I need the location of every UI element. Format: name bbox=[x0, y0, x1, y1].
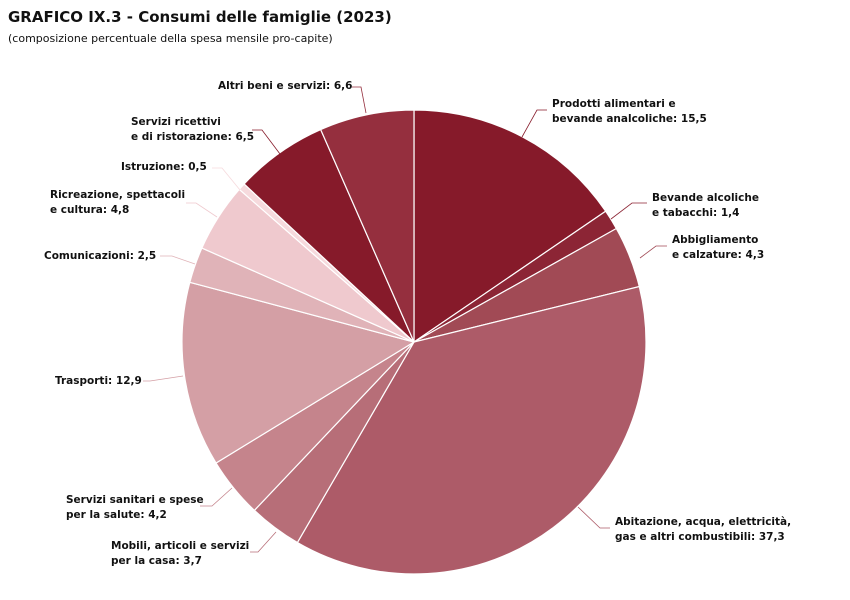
slice-label: Istruzione: 0,5 bbox=[121, 161, 207, 173]
leader-line bbox=[212, 167, 241, 191]
leader-line bbox=[250, 531, 277, 553]
leader-line bbox=[160, 255, 196, 265]
slice-label: Servizi sanitari e spese per la salute: … bbox=[66, 494, 204, 521]
leader-line bbox=[186, 202, 218, 218]
slice-label: Ricreazione, spettacoli e cultura: 4,8 bbox=[50, 189, 186, 216]
leader-line bbox=[577, 506, 610, 529]
leader-line bbox=[143, 375, 184, 382]
chart-subtitle: (composizione percentuale della spesa me… bbox=[8, 32, 333, 45]
slice-label: Abbigliamento e calzature: 4,3 bbox=[672, 234, 765, 261]
leader-line bbox=[252, 129, 281, 155]
leader-line bbox=[610, 202, 647, 220]
slice-label: Trasporti: 12,9 bbox=[55, 375, 142, 387]
pie-slice bbox=[181, 281, 416, 464]
leader-line bbox=[200, 487, 233, 507]
slice-label: Prodotti alimentari e bevande analcolich… bbox=[552, 98, 707, 125]
slice-label: Altri beni e servizi: 6,6 bbox=[218, 80, 353, 92]
slice-label: Mobili, articoli e servizi per la casa: … bbox=[111, 540, 250, 567]
chart-title: GRAFICO IX.3 - Consumi delle famiglie (2… bbox=[8, 8, 392, 26]
leader-line bbox=[352, 86, 367, 114]
pie-slice bbox=[296, 285, 647, 575]
leader-line bbox=[639, 245, 667, 259]
leader-line bbox=[521, 109, 547, 138]
slice-label: Comunicazioni: 2,5 bbox=[44, 250, 157, 262]
slice-label: Abitazione, acqua, elettricità, gas e al… bbox=[615, 516, 792, 543]
pie-slice bbox=[319, 109, 415, 343]
slice-label: Servizi ricettivi e di ristorazione: 6,5 bbox=[131, 116, 255, 143]
slice-label: Bevande alcoliche e tabacchi: 1,4 bbox=[652, 192, 759, 219]
